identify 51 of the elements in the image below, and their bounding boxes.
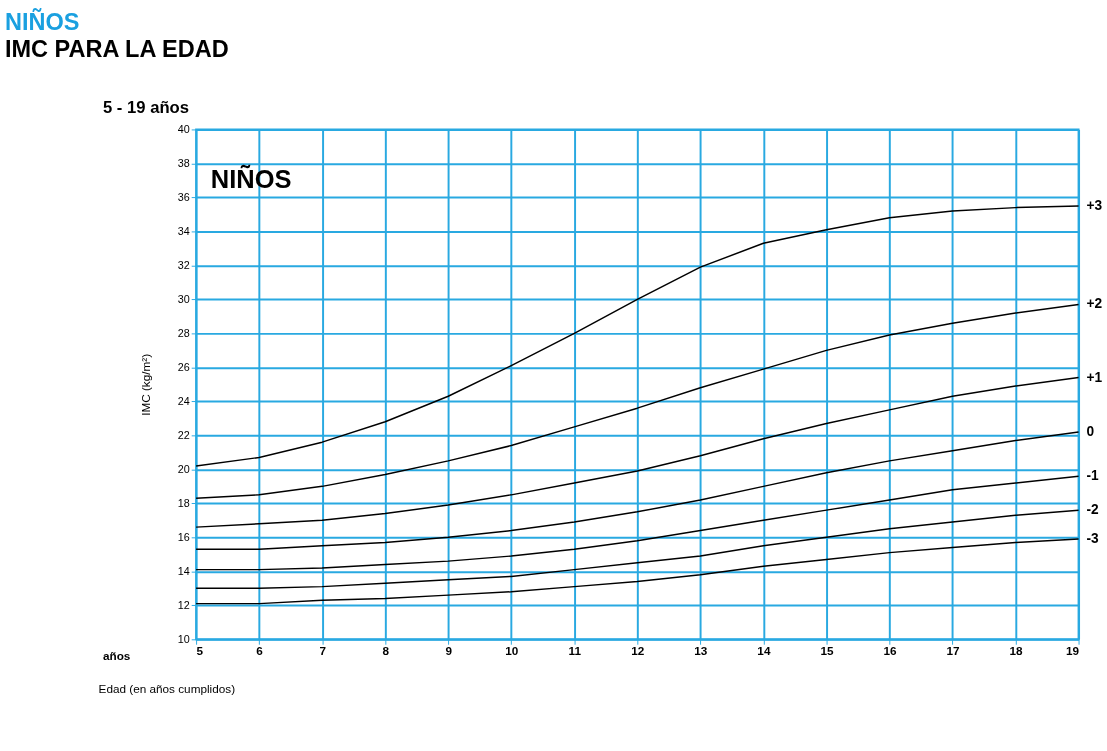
x-tick-label: 15 [820,644,834,658]
series-label: -3 [1086,530,1099,546]
y-tick-label: 24 [177,394,190,407]
y-tick-label: 28 [177,326,190,339]
y-tick-label: 36 [177,190,190,203]
line-series [195,376,1080,528]
y-tick-label: 18 [177,496,190,509]
y-tick-label: 12 [177,598,190,611]
chart-title: NIÑOS [4,8,80,36]
y-tick-label: 40 [177,122,190,135]
y-tick-label: 10 [177,632,190,645]
line-series [195,431,1080,550]
chart-subtitle: IMC PARA LA EDAD [4,35,229,62]
y-tick-label: 30 [177,292,190,305]
line-series [195,538,1080,605]
x-tick-label: 11 [568,644,582,658]
x-tick-label: 18 [1009,644,1024,658]
x-tick-label: 19 [1065,644,1080,658]
x-tick-label: 14 [757,644,771,658]
line-series [195,509,1080,590]
y-tick-label: 38 [177,156,190,169]
x-tick-label: 6 [256,644,264,658]
x-tick-label: 9 [445,644,453,658]
series-label: +1 [1086,369,1103,385]
y-tick-label: 22 [177,428,190,441]
y-tick-label: 20 [177,462,190,475]
series-label: -2 [1086,502,1099,518]
x-tick-label: 12 [631,644,645,658]
series-label: 0 [1086,423,1095,439]
y-tick-label: 14 [177,564,190,577]
x-tick-label: 17 [946,644,960,658]
y-tick-label: 34 [177,224,190,237]
x-tick-label: 16 [883,644,897,658]
text: 5 - 19 años [102,97,190,117]
text: años [102,648,131,662]
line-series [195,303,1080,499]
line-series [195,475,1080,571]
x-tick-label: 10 [505,644,519,658]
x-tick-label: 8 [382,644,390,658]
y-tick-label: 16 [177,530,190,543]
series-label: +3 [1086,197,1103,213]
x-tick-label: 13 [694,644,708,658]
x-axis-title: Edad (en años cumplidos) [98,681,236,695]
y-tick-label: 32 [177,258,190,271]
y-axis-title: IMC (kg/m²) [139,353,153,416]
x-tick-label: 7 [319,644,327,658]
series-label: +2 [1086,296,1103,312]
y-tick-label: 26 [177,360,190,373]
series-label: -1 [1086,468,1099,484]
x-tick-label: 5 [196,644,204,658]
line-series [195,205,1080,467]
